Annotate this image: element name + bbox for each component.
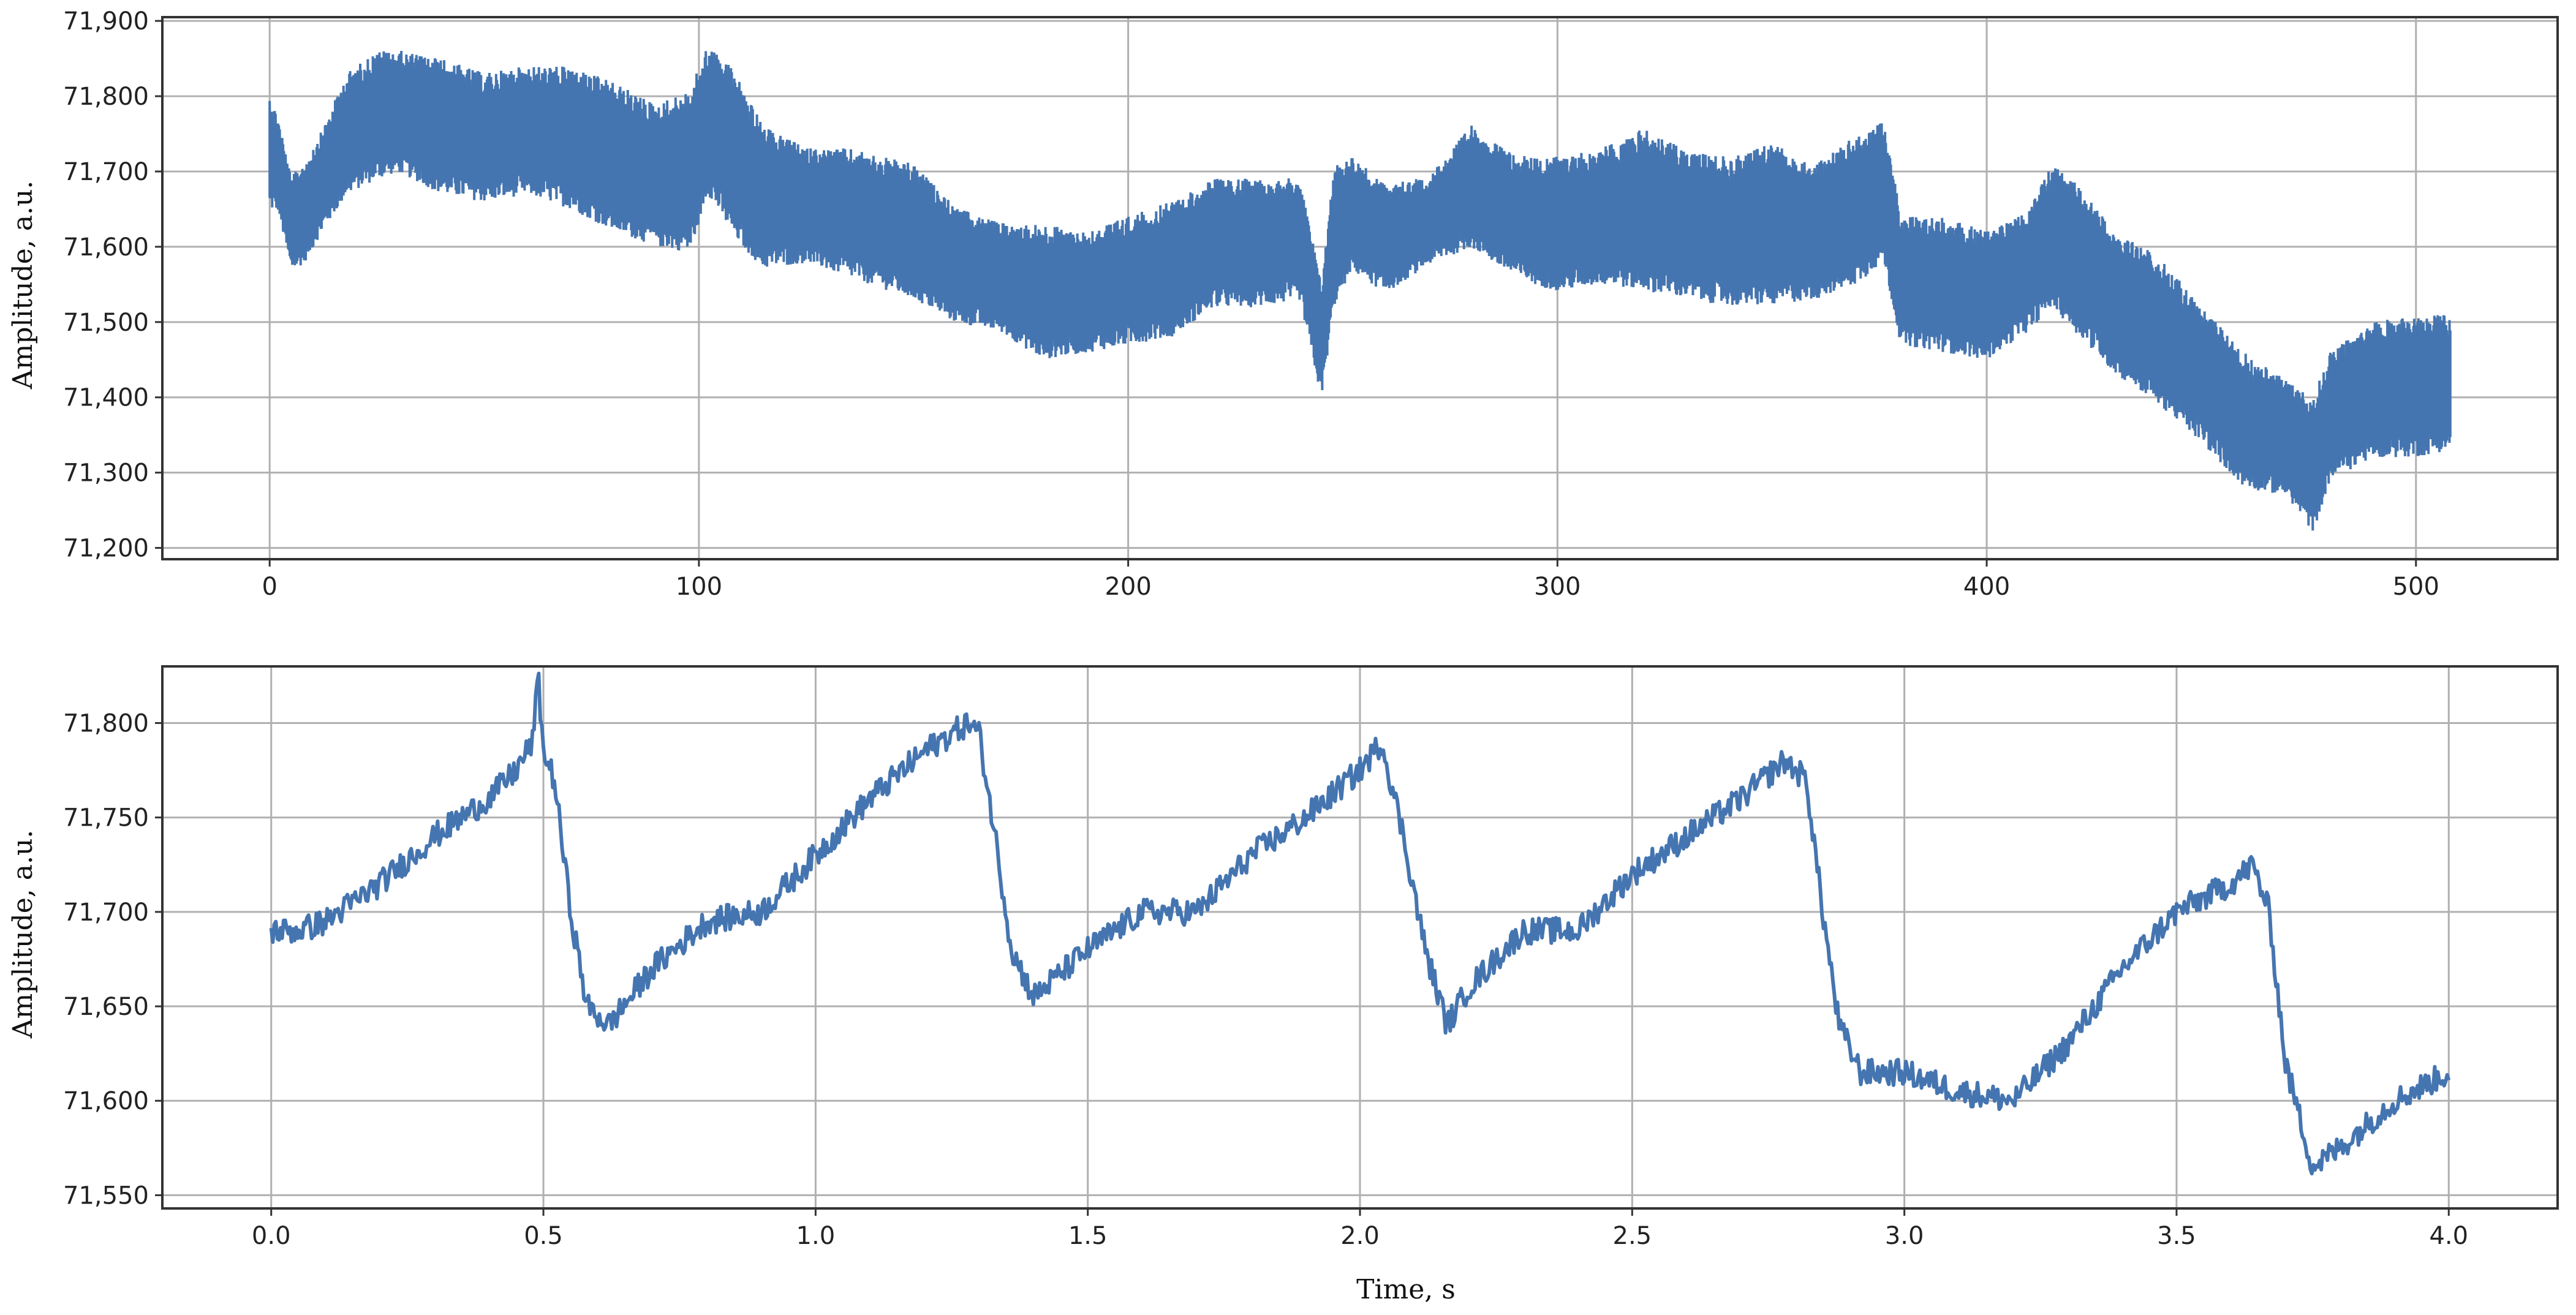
x-tick-label: 0 [262,573,277,601]
x-tick-label: 0.0 [252,1222,291,1250]
x-tick-label: 2.0 [1340,1222,1380,1250]
y-tick-label: 71,550 [63,1181,149,1210]
chart-panel-top: 0 100 200 300 400 500 71,200 71,300 71,400 71,500… [63,7,2559,601]
x-tick-label: 0.5 [524,1222,563,1250]
x-tick-label: 400 [1963,573,2010,601]
y-tick-label: 71,800 [63,710,149,738]
y-axis-label-bottom: Amplitude, a.u. [7,830,39,1039]
chart-panel-bottom: 0.0 0.5 1.0 1.5 2.0 2.5 3.0 3.5 4.0 71,550 71,600 7… [63,665,2559,1250]
x-axis-label-bottom: Time, s [1356,1274,1456,1305]
y-axis-label-top: Amplitude, a.u. [7,181,39,390]
y-tick-label: 71,700 [63,158,149,186]
y-tick-label: 71,750 [63,804,149,832]
x-tick-label: 4.0 [2429,1222,2468,1250]
x-tick-label: 1.5 [1068,1222,1108,1250]
x-tick-label: 1.0 [796,1222,836,1250]
y-tick-label: 71,600 [63,1087,149,1115]
y-tick-label: 71,500 [63,309,149,337]
plot-frame [161,16,2559,560]
y-tick-label: 71,800 [63,83,149,111]
x-tick-label: 100 [676,573,722,601]
x-tick-label: 500 [2393,573,2439,601]
y-tick-label: 71,900 [63,7,149,36]
y-tick-label: 71,650 [63,993,149,1021]
x-tick-label: 2.5 [1613,1222,1652,1250]
y-tick-label: 71,200 [63,535,149,563]
y-tick-label: 71,400 [63,384,149,412]
x-tick-label: 200 [1105,573,1151,601]
signal-band [268,51,2452,531]
x-tick-label: 3.0 [1885,1222,1924,1250]
y-tick-label: 71,600 [63,233,149,262]
y-tick-label: 71,700 [63,899,149,927]
x-tick-label: 3.5 [2157,1222,2196,1250]
signal-line [269,671,2451,1176]
y-tick-label: 71,300 [63,459,149,488]
x-tick-label: 300 [1534,573,1581,601]
